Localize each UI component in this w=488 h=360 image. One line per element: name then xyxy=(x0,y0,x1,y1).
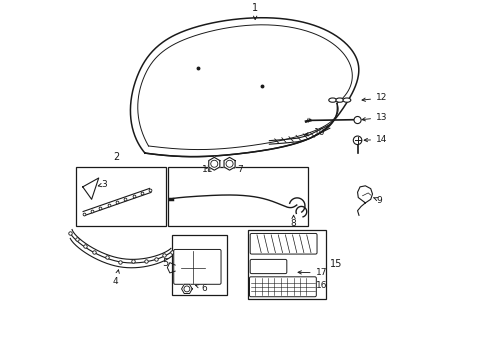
Text: 12: 12 xyxy=(361,94,386,103)
Text: 7: 7 xyxy=(231,165,243,174)
Circle shape xyxy=(225,160,233,167)
Polygon shape xyxy=(357,186,372,203)
Text: 13: 13 xyxy=(361,113,387,122)
Polygon shape xyxy=(181,284,192,293)
Bar xyxy=(247,230,325,299)
Text: 17: 17 xyxy=(298,269,326,278)
Ellipse shape xyxy=(342,98,350,102)
Text: 10: 10 xyxy=(305,128,325,137)
Text: 15: 15 xyxy=(329,259,342,269)
FancyBboxPatch shape xyxy=(250,260,286,274)
Ellipse shape xyxy=(335,98,343,102)
Polygon shape xyxy=(208,157,220,170)
Text: 14: 14 xyxy=(364,135,386,144)
Text: 4: 4 xyxy=(113,270,119,285)
Circle shape xyxy=(353,117,360,123)
Ellipse shape xyxy=(328,98,336,102)
Text: 16: 16 xyxy=(303,281,326,290)
Text: 3: 3 xyxy=(98,180,107,189)
FancyBboxPatch shape xyxy=(249,277,316,297)
Bar xyxy=(168,167,308,226)
Polygon shape xyxy=(130,18,358,157)
Bar xyxy=(171,235,226,295)
Circle shape xyxy=(183,286,189,292)
Text: 2: 2 xyxy=(113,152,120,162)
Circle shape xyxy=(210,160,217,167)
Text: 8: 8 xyxy=(290,215,296,228)
FancyBboxPatch shape xyxy=(173,249,221,284)
Text: 9: 9 xyxy=(373,195,382,204)
Text: 11: 11 xyxy=(202,165,213,174)
Text: 5: 5 xyxy=(162,258,168,267)
Polygon shape xyxy=(224,157,235,170)
Polygon shape xyxy=(82,178,99,199)
FancyBboxPatch shape xyxy=(250,233,316,254)
Bar xyxy=(76,167,166,226)
Text: 6: 6 xyxy=(195,284,207,293)
Circle shape xyxy=(352,136,361,145)
Text: 1: 1 xyxy=(252,3,258,19)
